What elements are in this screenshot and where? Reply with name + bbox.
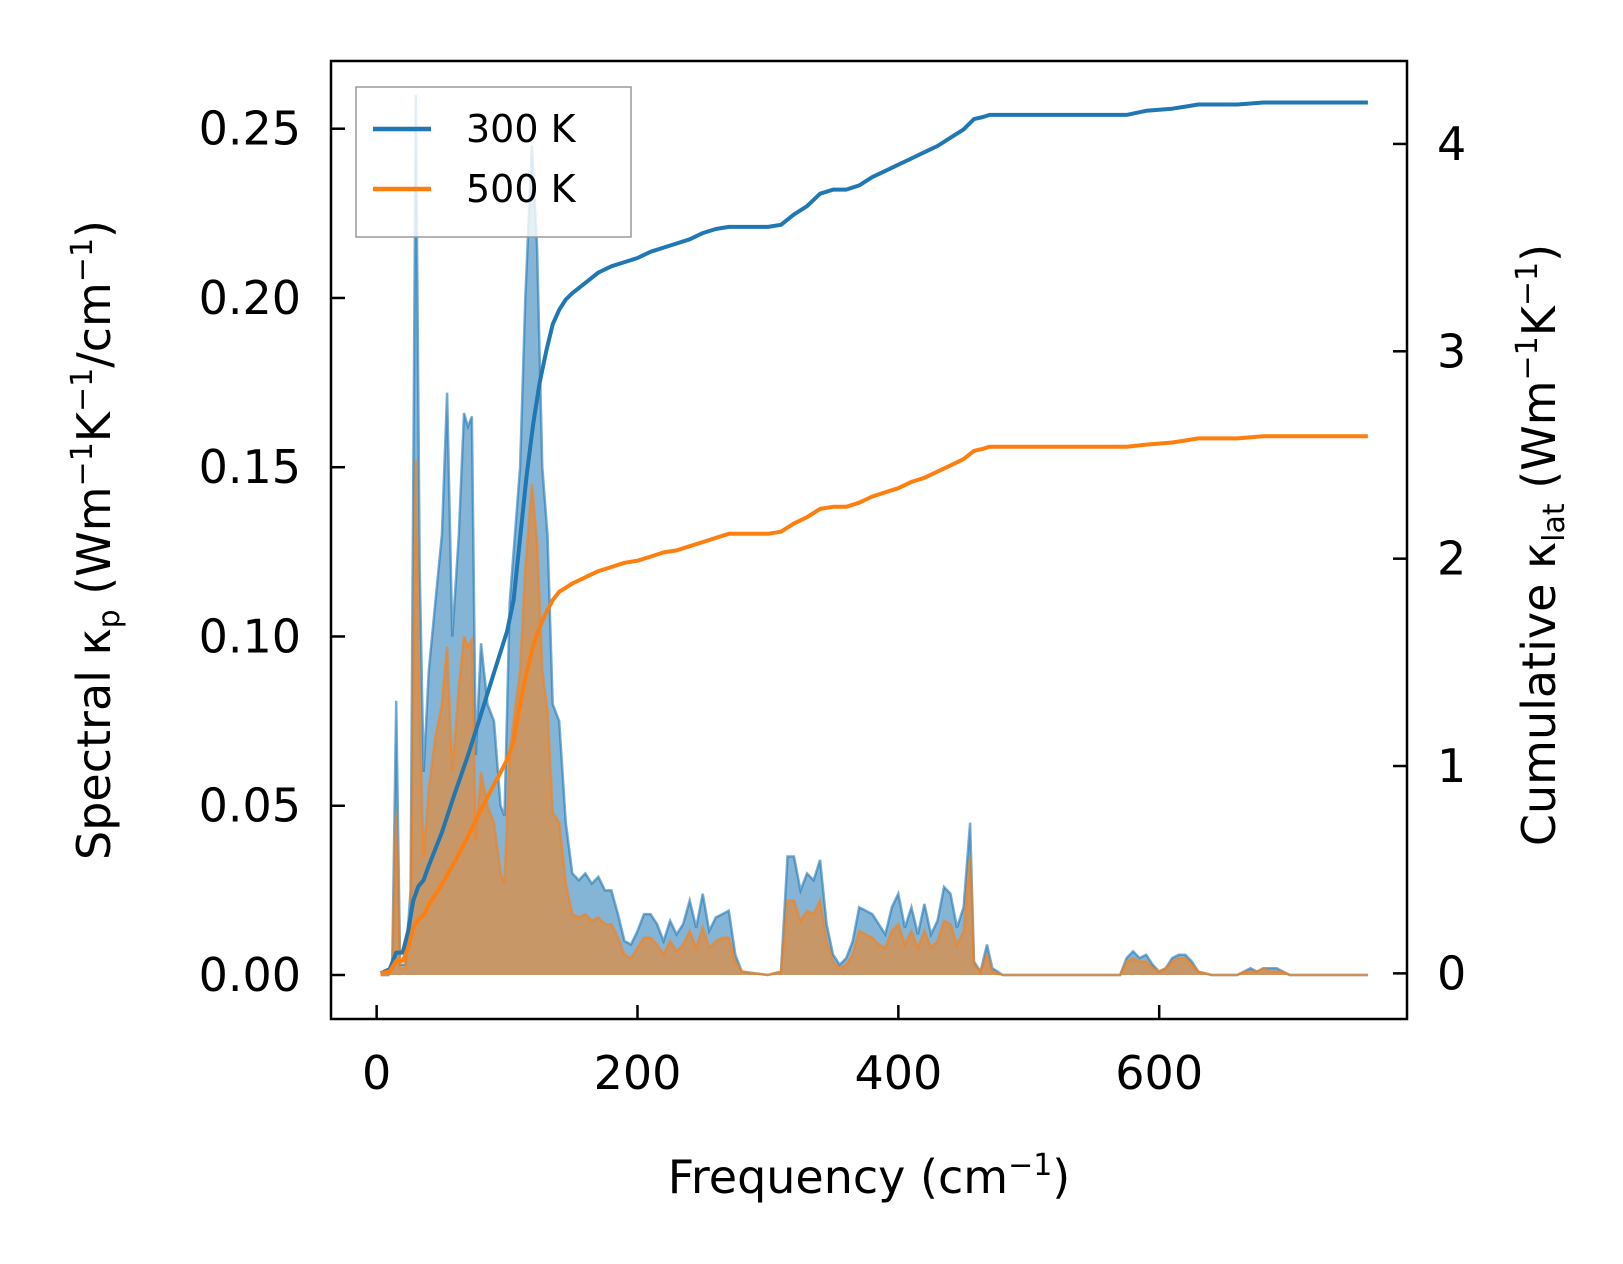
y-left-tick-label: 0.05: [199, 779, 301, 833]
y-right-tick-label: 3: [1437, 324, 1466, 378]
legend-box: [355, 86, 632, 238]
y-left-tick-label: 0.00: [199, 948, 301, 1002]
legend-label-500k: 500 K: [466, 167, 577, 211]
spectral-line-500k: [380, 460, 1368, 977]
y-right-tick-label: 4: [1437, 117, 1466, 171]
x-tick-label: 600: [1115, 1046, 1203, 1100]
plot-frame: [329, 59, 1409, 1021]
spectral-fill-group: [380, 94, 1368, 977]
y-right-tick-label: 1: [1437, 739, 1466, 793]
legend: 300 K 500 K: [355, 86, 632, 238]
y-axis-left-label: Spectral κp (Wm−1K−1/cm−1): [65, 220, 127, 860]
y-left-tick-label: 0.15: [199, 440, 301, 494]
spectral-area-500k: [380, 460, 1368, 975]
y-right-tick-label: 2: [1437, 532, 1466, 586]
cumulative-line-group: [379, 100, 1368, 976]
x-tick-label: 0: [362, 1046, 391, 1100]
tick-group: [331, 127, 1407, 1019]
y-left-tick-label: 0.10: [199, 609, 301, 663]
spectral-line-300k: [380, 94, 1368, 977]
y-axis-right-label: Cumulative κlat (Wm−1K−1): [1510, 244, 1572, 846]
legend-label-300k: 300 K: [466, 107, 577, 151]
x-axis-label: Frequency (cm−1): [668, 1148, 1071, 1204]
y-left-tick-label: 0.25: [199, 102, 301, 156]
y-right-tick-label: 0: [1437, 946, 1466, 1000]
x-tick-label: 200: [594, 1046, 682, 1100]
cumulative-line-500k: [380, 434, 1368, 976]
x-tick-label: 400: [854, 1046, 942, 1100]
cumulative-line-300k: [379, 100, 1368, 976]
y-left-tick-label: 0.20: [199, 271, 301, 325]
